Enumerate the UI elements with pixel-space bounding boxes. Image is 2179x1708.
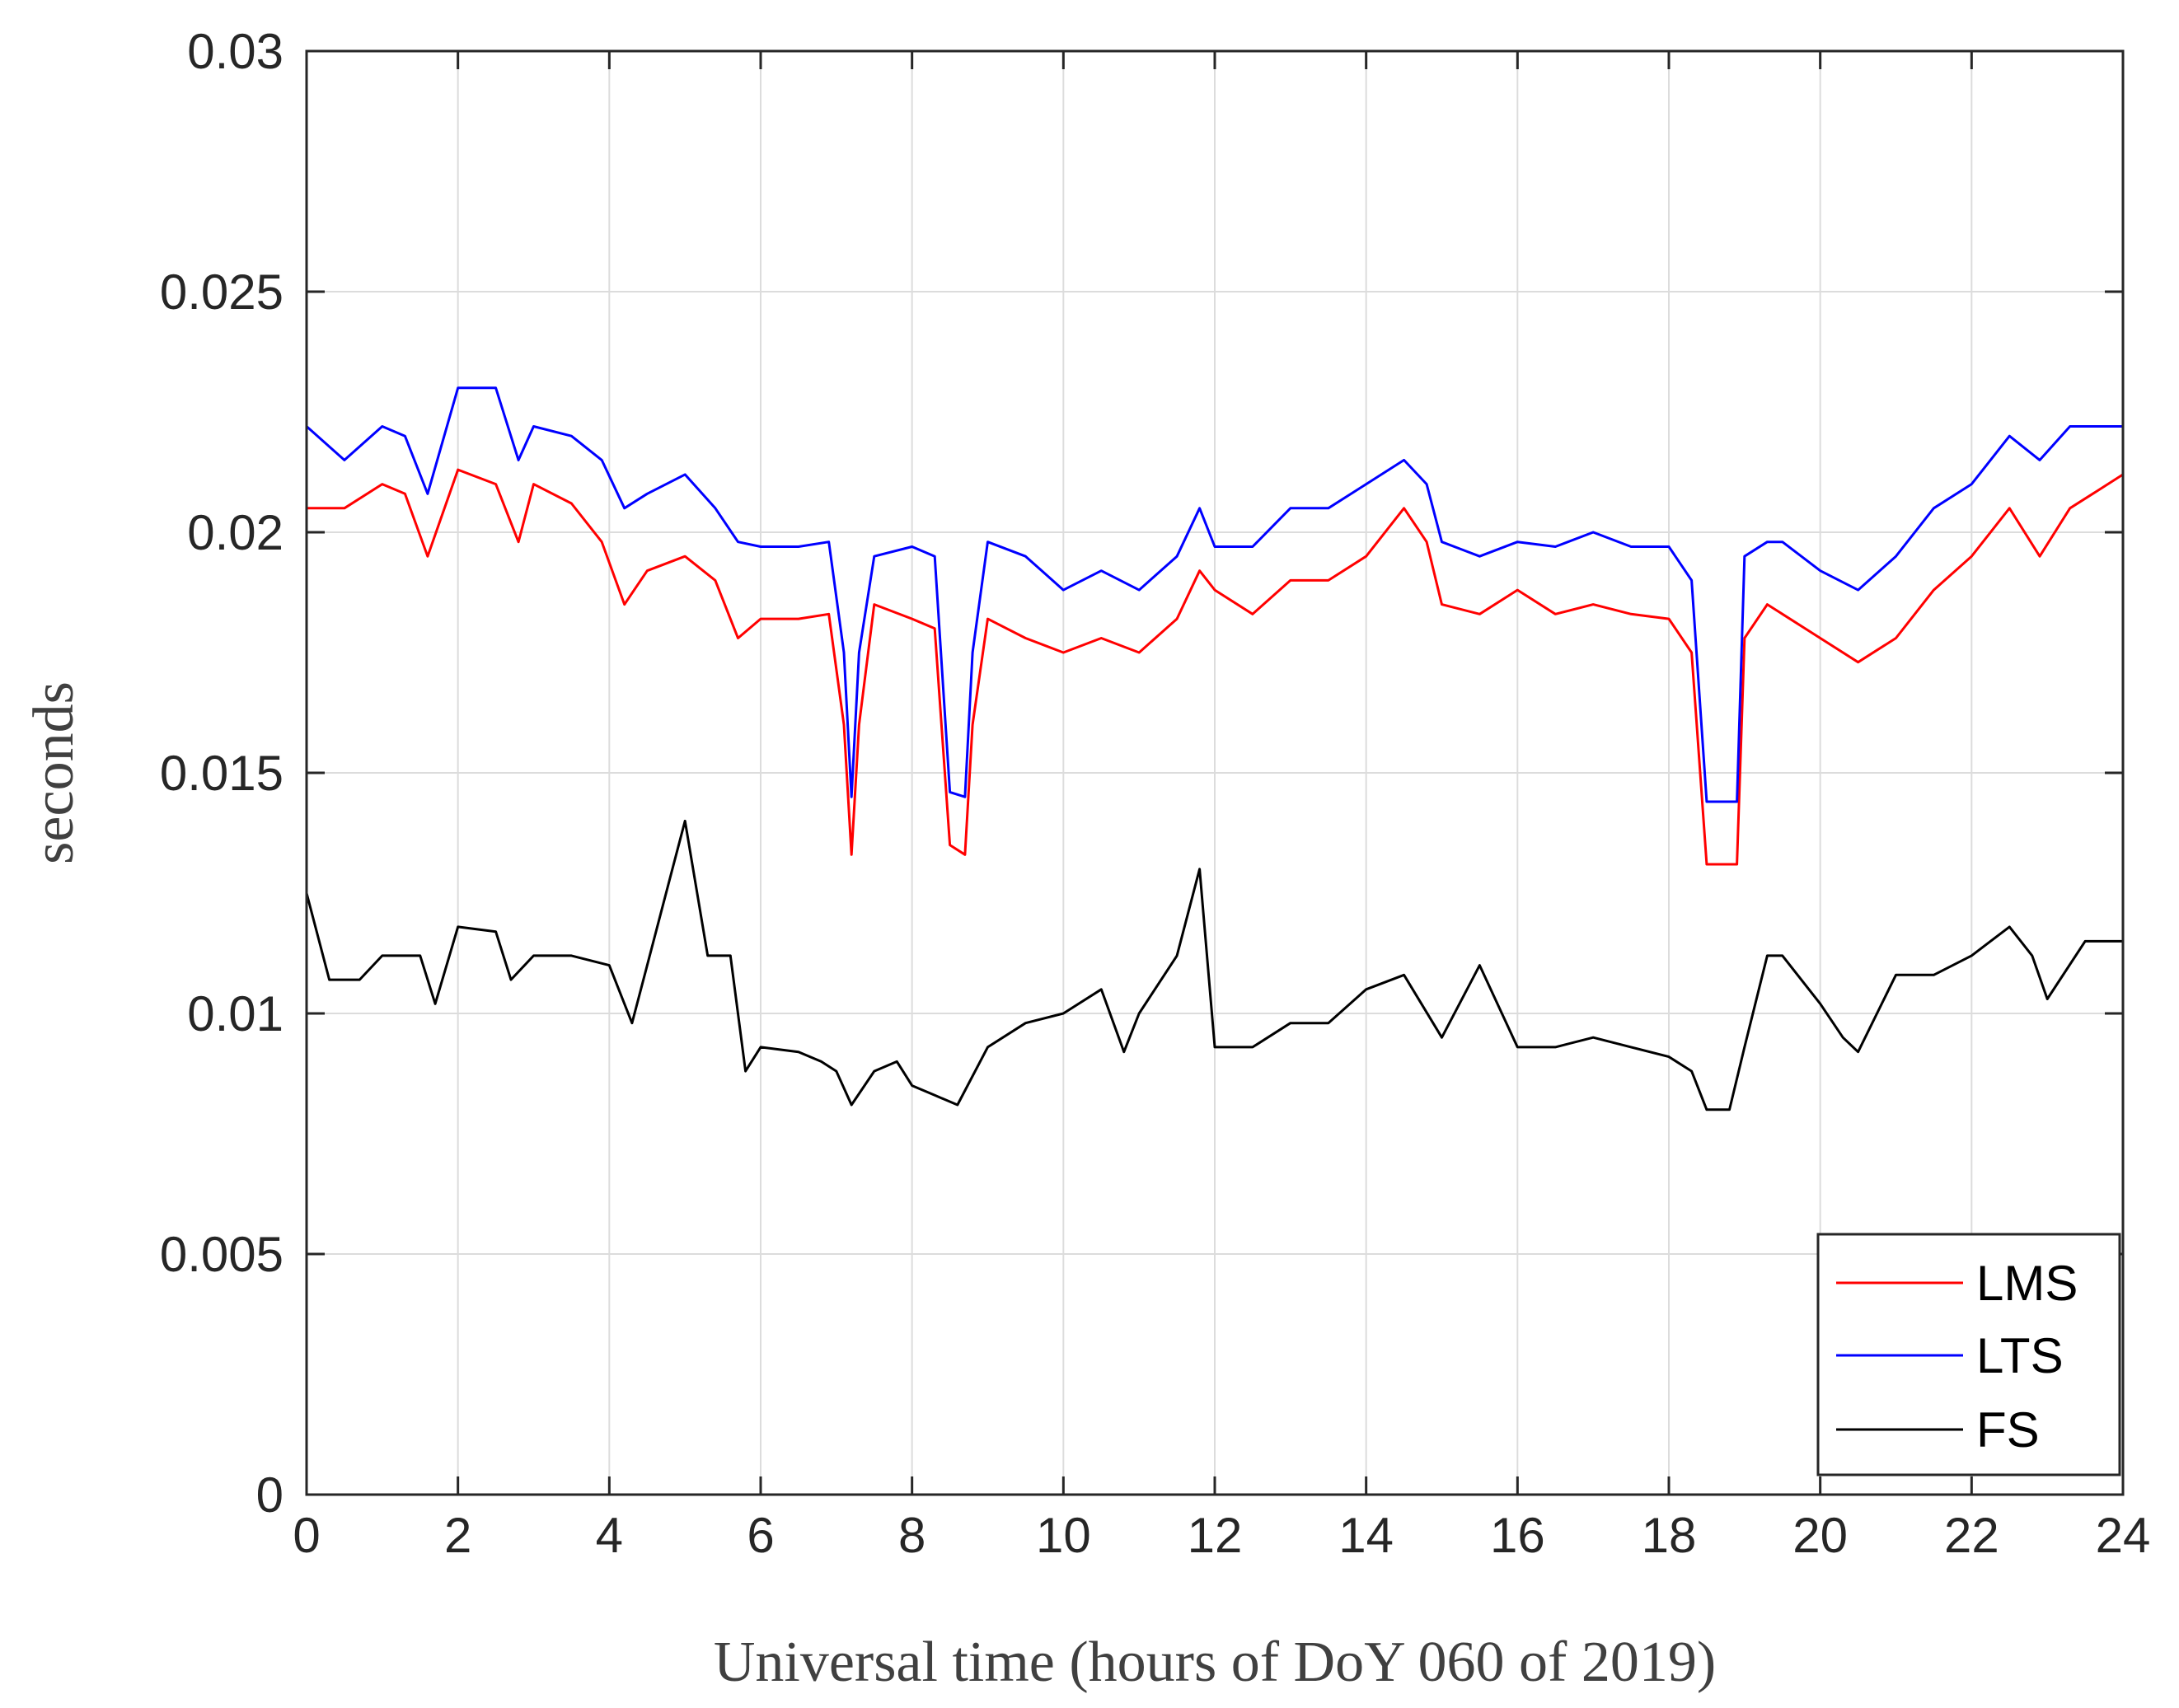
ticks bbox=[305, 49, 2125, 1496]
x-tick-label: 24 bbox=[2096, 1508, 2151, 1563]
y-tick-label: 0.03 bbox=[187, 24, 284, 79]
x-tick-label: 16 bbox=[1490, 1508, 1545, 1563]
legend-label-fs: FS bbox=[1976, 1402, 2040, 1458]
legend-label-lms: LMS bbox=[1976, 1256, 2078, 1311]
legend: LMS LTS FS bbox=[1816, 1233, 2121, 1476]
x-tick-label: 2 bbox=[444, 1508, 471, 1563]
y-tick-label: 0 bbox=[256, 1467, 284, 1523]
x-tick-label: 0 bbox=[293, 1508, 320, 1563]
y-tick-label: 0.01 bbox=[187, 986, 284, 1041]
series-lines bbox=[305, 386, 2124, 1111]
y-axis-title: seconds bbox=[22, 681, 86, 864]
tick-labels: 0 2 4 6 8 10 12 14 16 18 20 22 2400.0050.010.0150.02… bbox=[160, 24, 2151, 1563]
y-tick-label: 0.015 bbox=[160, 746, 284, 801]
y-tick-label: 0.005 bbox=[160, 1227, 284, 1282]
y-tick-label: 0.025 bbox=[160, 264, 284, 320]
x-axis-title: Universal time (hours of DoY 060 of 2019… bbox=[714, 1631, 1716, 1694]
x-tick-label: 14 bbox=[1338, 1508, 1394, 1563]
series-line-lts bbox=[306, 386, 2123, 803]
x-tick-label: 10 bbox=[1036, 1508, 1091, 1563]
x-tick-label: 4 bbox=[596, 1508, 623, 1563]
x-tick-label: 18 bbox=[1642, 1508, 1697, 1563]
y-tick-label: 0.02 bbox=[187, 505, 284, 560]
series-line-lms bbox=[307, 468, 2124, 866]
x-tick-label: 22 bbox=[1944, 1508, 1999, 1563]
legend-label-lts: LTS bbox=[1976, 1328, 2064, 1383]
x-tick-label: 12 bbox=[1188, 1508, 1243, 1563]
x-tick-label: 20 bbox=[1792, 1508, 1848, 1563]
series-line-fs bbox=[305, 819, 2123, 1111]
x-tick-label: 6 bbox=[747, 1508, 774, 1563]
x-tick-label: 8 bbox=[898, 1508, 925, 1563]
